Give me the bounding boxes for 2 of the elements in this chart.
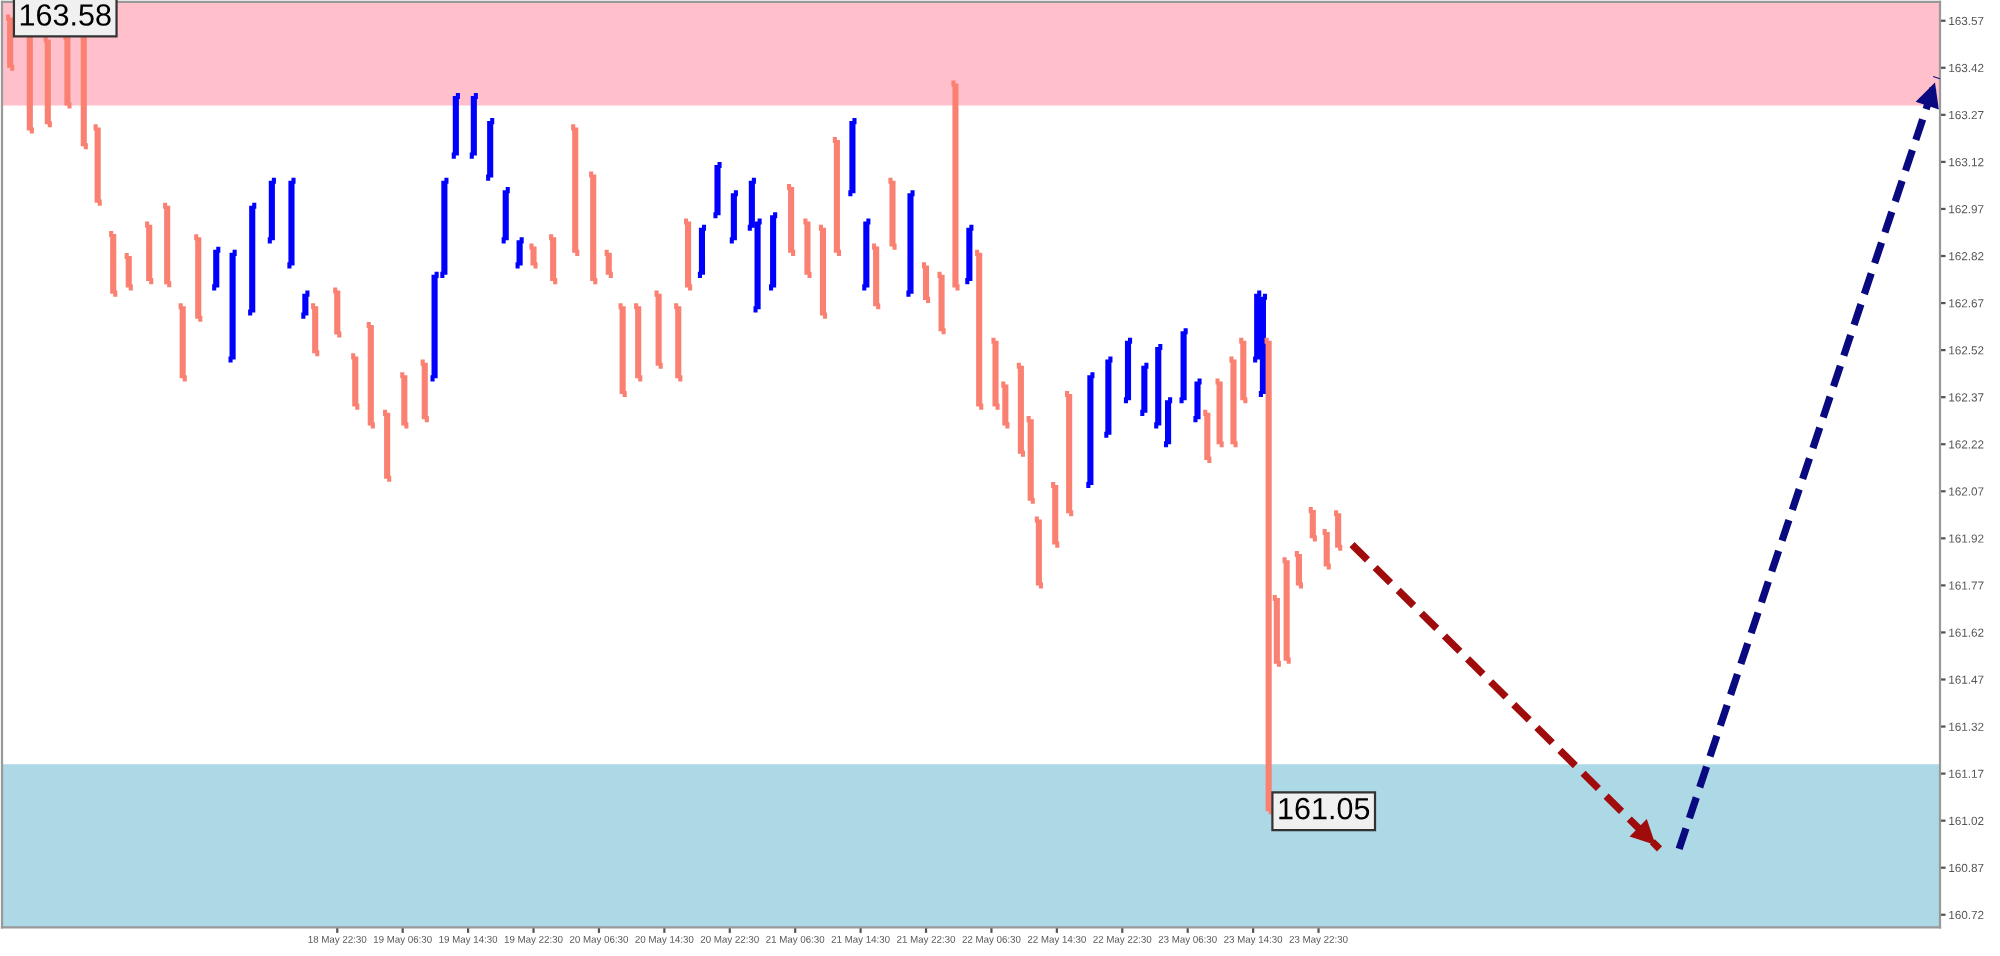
annotation: 163.58: [20, 4, 111, 26]
annotation: 161.05: [1279, 797, 1370, 820]
